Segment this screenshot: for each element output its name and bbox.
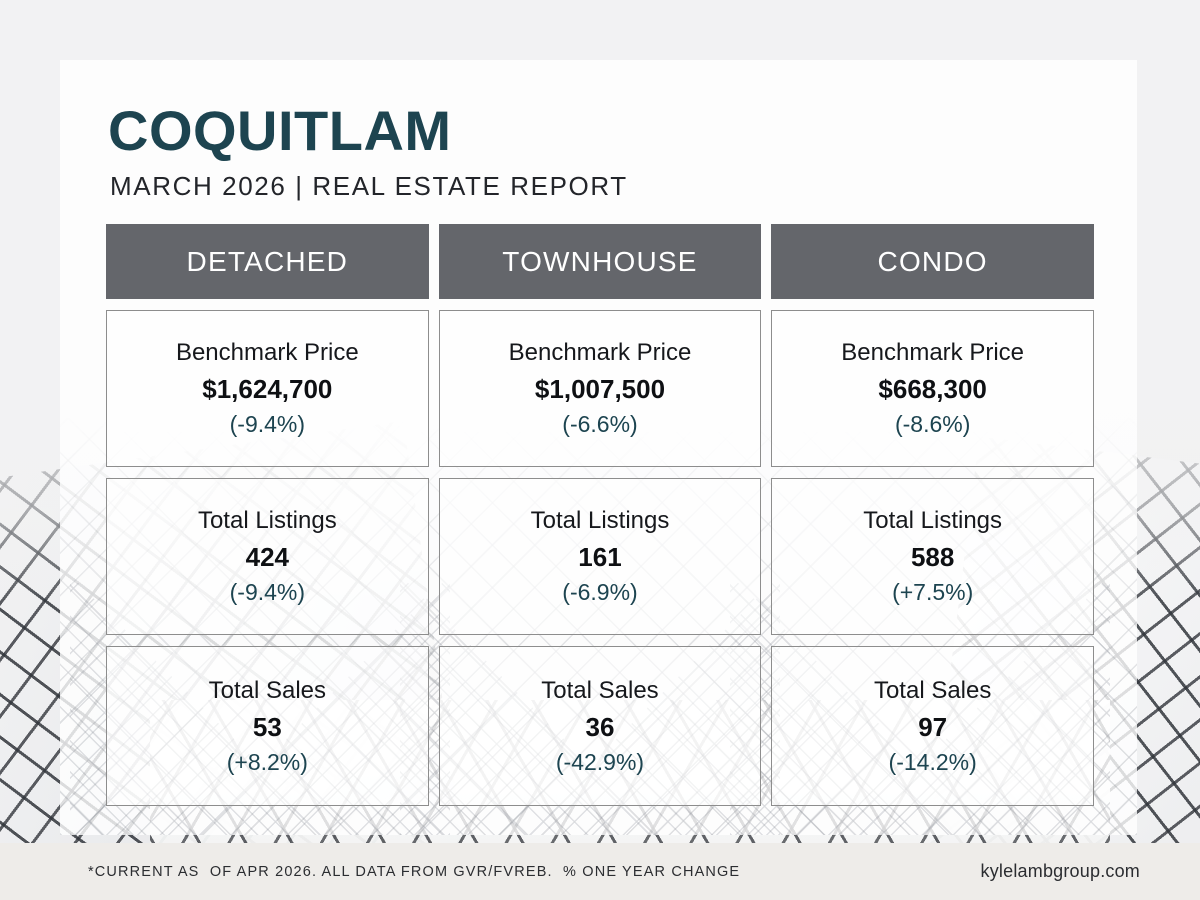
stat-card-listings-condo: Total Listings 588 (+7.5%) xyxy=(771,478,1094,636)
footer-website[interactable]: kylelambgroup.com xyxy=(980,861,1140,881)
stat-card-sales-townhouse: Total Sales 36 (-42.9%) xyxy=(438,646,762,807)
stat-label: Total Listings xyxy=(863,507,1003,535)
footer-disclaimer: *CURRENT AS OF APR 2026. ALL DATA FROM G… xyxy=(88,863,741,880)
stat-value: 424 xyxy=(245,542,290,573)
stat-card-listings-detached: Total Listings 424 (-9.4%) xyxy=(106,478,429,636)
stat-card-listings-townhouse: Total Listings 161 (-6.9%) xyxy=(438,478,762,636)
stat-change: (-6.9%) xyxy=(562,579,638,606)
stat-label: Benchmark Price xyxy=(841,339,1025,367)
stat-label: Total Listings xyxy=(530,507,670,535)
stat-value: $1,007,500 xyxy=(534,374,666,405)
stat-change: (-9.4%) xyxy=(229,411,306,438)
stat-label: Benchmark Price xyxy=(175,339,359,367)
footer-bar: *CURRENT AS OF APR 2026. ALL DATA FROM G… xyxy=(0,843,1200,900)
stat-label: Total Sales xyxy=(873,676,992,704)
stats-grid: DETACHED TOWNHOUSE CONDO Benchmark Price… xyxy=(106,224,1094,807)
stat-value: 97 xyxy=(918,711,948,742)
page-title: COQUITLAM xyxy=(108,99,452,162)
stat-change: (-9.4%) xyxy=(229,579,306,606)
report-heading: COQUITLAM MARCH 2026 | REAL ESTATE REPOR… xyxy=(60,60,1137,202)
stat-label: Total Sales xyxy=(208,676,327,704)
report-subtitle: MARCH 2026 | REAL ESTATE REPORT xyxy=(110,171,628,202)
stat-value: 588 xyxy=(910,542,955,573)
stat-card-sales-condo: Total Sales 97 (-14.2%) xyxy=(771,646,1094,807)
column-header-condo: CONDO xyxy=(771,224,1094,300)
report-panel: COQUITLAM MARCH 2026 | REAL ESTATE REPOR… xyxy=(60,60,1137,835)
stat-card-benchmark-detached: Benchmark Price $1,624,700 (-9.4%) xyxy=(106,310,429,468)
stat-card-sales-detached: Total Sales 53 (+8.2%) xyxy=(106,646,429,807)
stat-label: Total Sales xyxy=(541,676,659,704)
stat-value: $1,624,700 xyxy=(202,374,333,405)
stat-change: (-42.9%) xyxy=(555,748,645,775)
column-header-detached: DETACHED xyxy=(106,224,429,300)
column-header-townhouse: TOWNHOUSE xyxy=(438,224,762,300)
stat-card-benchmark-condo: Benchmark Price $668,300 (-8.6%) xyxy=(771,310,1094,468)
stat-value: 53 xyxy=(252,711,282,742)
stat-value: 161 xyxy=(578,542,622,573)
stat-value: $668,300 xyxy=(878,374,987,405)
stat-change: (-6.6%) xyxy=(562,411,638,438)
stat-change: (-14.2%) xyxy=(888,748,977,775)
stat-change: (+8.2%) xyxy=(226,748,308,775)
stat-change: (-8.6%) xyxy=(894,411,971,438)
stat-label: Total Listings xyxy=(197,507,337,535)
stat-card-benchmark-townhouse: Benchmark Price $1,007,500 (-6.6%) xyxy=(438,310,762,468)
stat-value: 36 xyxy=(585,711,615,742)
stat-label: Benchmark Price xyxy=(508,339,692,367)
stat-change: (+7.5%) xyxy=(892,579,974,606)
